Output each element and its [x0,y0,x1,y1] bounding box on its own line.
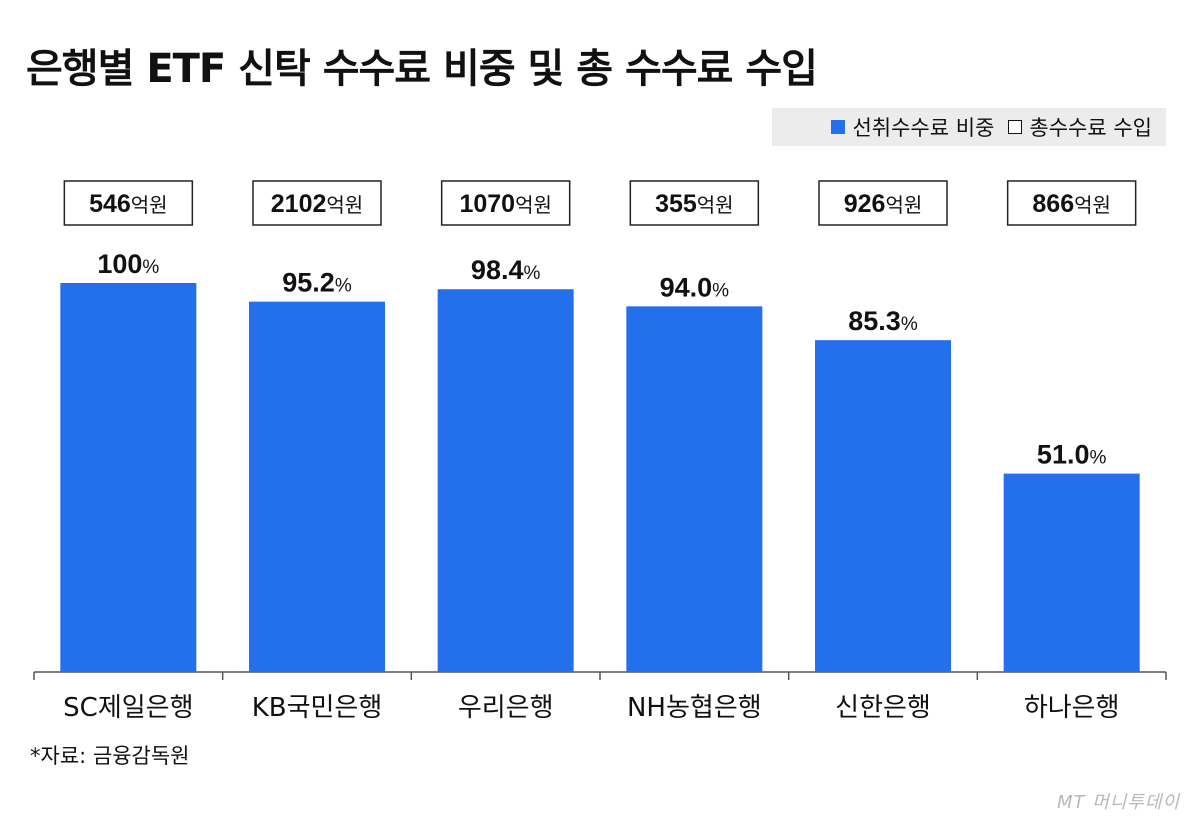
total-fee-box [629,180,760,226]
x-tick-label: 하나은행 [1024,693,1120,723]
x-tick-label: KB국민은행 [252,693,383,723]
total-fee-label: 866억원 [1032,190,1111,218]
legend-item-share: 선취수수료 비중 [831,112,994,142]
bar-value-label: 100% [97,249,159,279]
legend-item-total: 총수수료 수입 [1008,112,1152,142]
legend-swatch-outline [1008,120,1023,134]
total-fee-label: 2102억원 [271,190,363,218]
x-tick-label: SC제일은행 [63,693,193,723]
total-fee-label: 546억원 [89,190,168,218]
total-fee-box [1006,180,1137,226]
bar-value-label: 95.2% [282,268,352,298]
x-tick-label: NH농협은행 [627,693,762,723]
watermark-logo: MT 머니투데이 [1056,792,1180,813]
legend-label-total: 총수수료 수입 [1029,116,1152,140]
chart-title: 은행별 ETF 신탁 수수료 비중 및 총 수수료 수입 [26,46,818,92]
bar-value-label: 51.0% [1037,440,1107,470]
bar-2 [437,289,574,672]
bar-3 [626,306,763,672]
total-fee-box [818,180,948,226]
bar-4 [815,340,951,672]
bar-5 [1003,473,1140,672]
total-fee-label: 926억원 [844,190,923,218]
source-note: *자료: 금융감독원 [30,744,190,768]
total-fee-box [63,180,194,226]
total-fee-box [252,180,382,226]
total-fee-box [440,180,571,226]
x-tick-label: 우리은행 [458,693,554,723]
total-fee-label: 355억원 [655,190,734,218]
bar-value-label: 98.4% [471,255,541,285]
bar-value-label: 94.0% [660,272,730,302]
total-fee-label: 1070억원 [459,190,551,218]
legend-label-share: 선취수수료 비중 [852,116,995,140]
legend-swatch-filled [831,120,846,134]
x-tick-label: 신한은행 [835,693,931,723]
bar-value-label: 85.3% [848,306,918,336]
bar-0 [60,283,197,672]
legend: 선취수수료 비중 총수수료 수입 [772,108,1166,146]
bar-1 [249,301,385,672]
